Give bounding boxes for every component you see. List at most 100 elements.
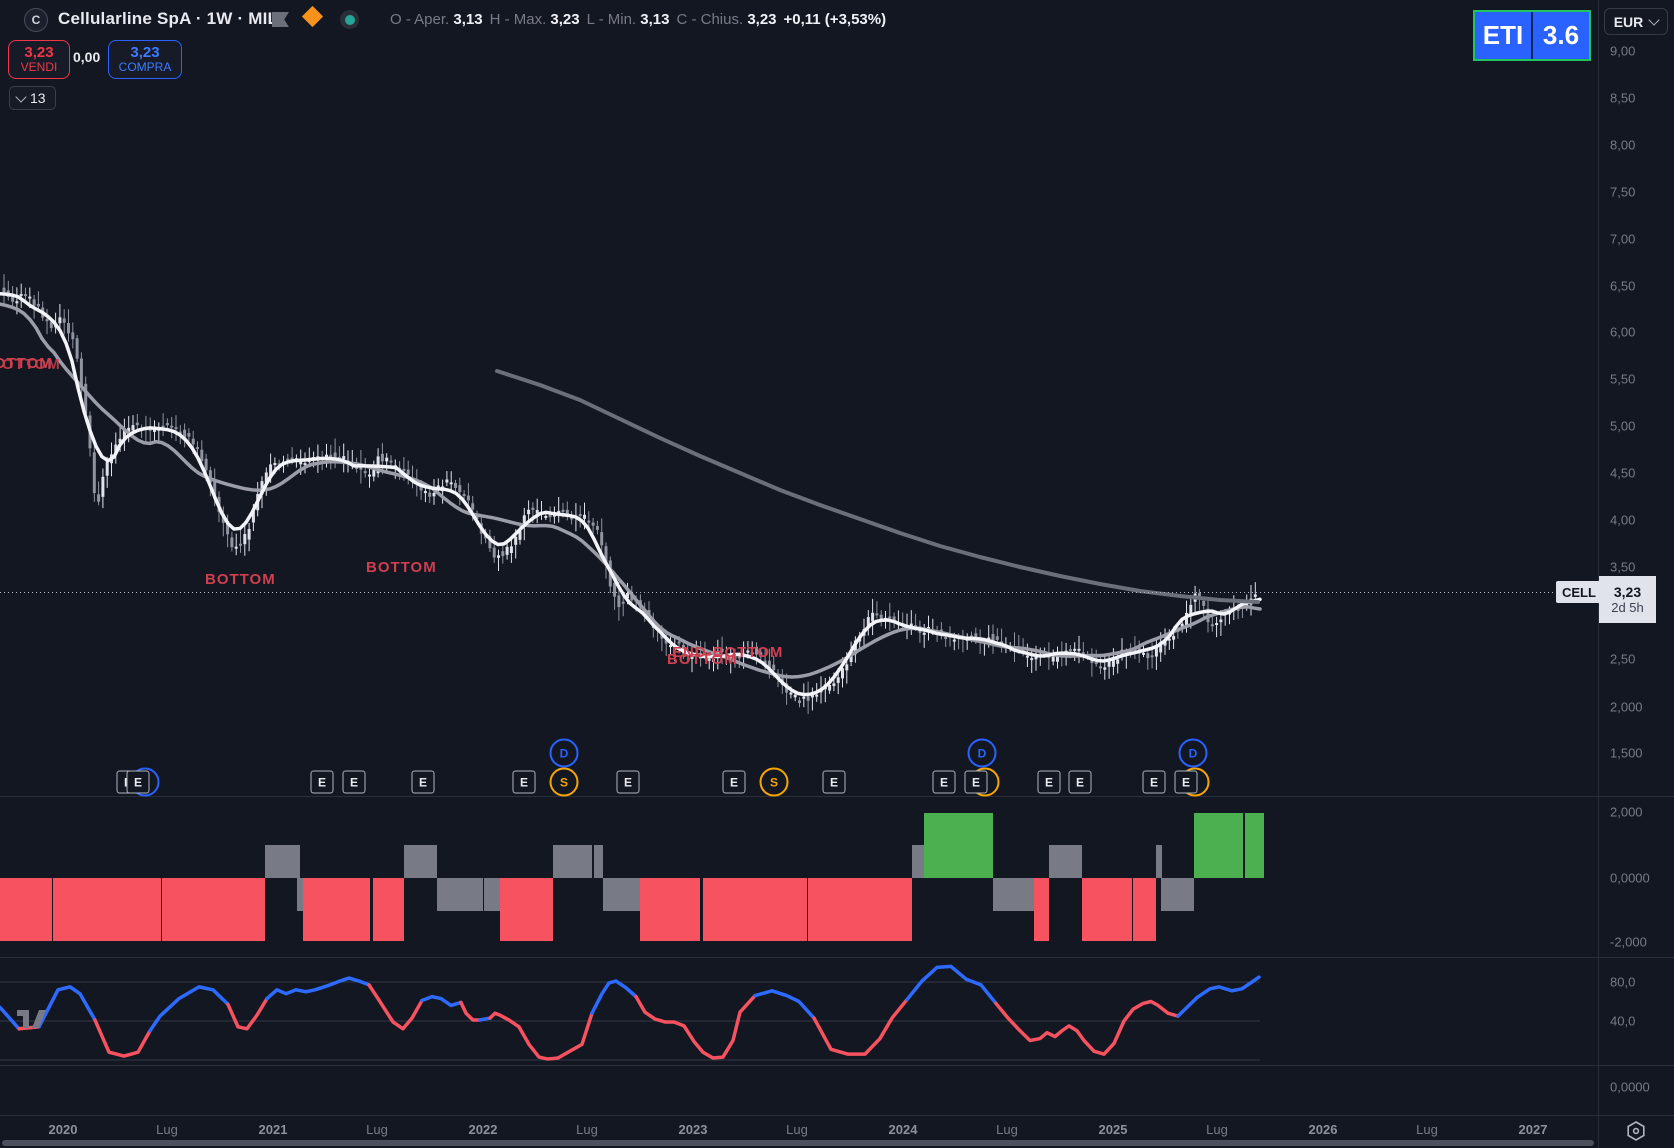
candle-body [746, 650, 750, 653]
time-axis-label[interactable]: 2021 [258, 1122, 288, 1137]
candle-body [595, 526, 599, 530]
candle-body [1000, 641, 1004, 644]
candle-body [385, 457, 389, 462]
candle-body [1202, 600, 1206, 606]
axis-tick-label: 80,0 [1610, 974, 1636, 990]
buy-button[interactable]: 3,23 COMPRA [108, 40, 182, 79]
histogram-bar [1156, 845, 1162, 878]
axis-tick-label: 6,50 [1610, 278, 1636, 294]
stop-marker[interactable]: S [759, 767, 789, 797]
time-axis-label[interactable]: Lug [1206, 1122, 1228, 1137]
ohlc-value: 3,23 [550, 11, 580, 28]
lot-size-selector[interactable]: 13 [9, 86, 56, 110]
entry-marker[interactable]: E [1174, 770, 1198, 794]
candle-body [36, 303, 40, 307]
time-axis-label[interactable]: Lug [156, 1122, 178, 1137]
entry-marker[interactable]: E [964, 770, 988, 794]
time-axis-label[interactable]: Lug [366, 1122, 388, 1137]
sell-button[interactable]: 3,23 VENDI [8, 40, 70, 79]
eti-strategy-badge[interactable]: ETI 3.6 [1473, 10, 1591, 61]
entry-marker[interactable]: E [126, 770, 150, 794]
time-axis-label[interactable]: Lug [576, 1122, 598, 1137]
oscillator-line [0, 1005, 21, 1031]
entry-marker[interactable]: E [512, 770, 536, 794]
deal-marker[interactable]: D [1178, 738, 1208, 768]
entry-marker[interactable]: E [722, 770, 746, 794]
candle-body [690, 655, 694, 659]
candle-body [1103, 667, 1107, 670]
time-axis-label[interactable]: 2024 [888, 1122, 918, 1137]
histogram-bar [162, 878, 265, 941]
candle-body [909, 623, 913, 628]
ohlc-value: 3,13 [640, 11, 670, 28]
candle-body [707, 658, 711, 661]
entry-marker[interactable]: E [1068, 770, 1092, 794]
last-price-label[interactable]: 3,23 2d 5h [1599, 576, 1656, 623]
oscillator-line [459, 1000, 482, 1022]
candle-body [509, 546, 513, 553]
candle-body [832, 683, 836, 687]
candle-body [892, 616, 896, 621]
histogram-bar [553, 845, 592, 878]
price-annotation: BOTTOM [205, 571, 276, 588]
candle-body [1146, 653, 1150, 659]
candle-body [213, 479, 217, 499]
currency-selector[interactable]: EUR [1604, 8, 1668, 35]
entry-marker[interactable]: E [932, 770, 956, 794]
candle-body [1215, 623, 1219, 626]
candle-body [802, 696, 806, 699]
time-axis-label[interactable]: 2023 [678, 1122, 708, 1137]
stop-marker[interactable]: S [549, 767, 579, 797]
time-axis-label[interactable]: 2027 [1518, 1122, 1548, 1137]
settings-icon[interactable] [1622, 1118, 1650, 1144]
price-annotation: BOTTOM [667, 651, 738, 668]
histogram-bar [1194, 813, 1243, 878]
candle-body [277, 463, 281, 466]
axis-tick-label: 2,50 [1610, 651, 1636, 667]
time-axis-label[interactable]: 2020 [48, 1122, 78, 1137]
entry-marker[interactable]: E [822, 770, 846, 794]
entry-marker[interactable]: E [616, 770, 640, 794]
candle-body [750, 652, 754, 655]
entry-marker[interactable]: E [1142, 770, 1166, 794]
last-price-value: 3,23 [1613, 584, 1642, 600]
pane-separator [0, 796, 1674, 797]
candle-body [239, 543, 242, 546]
flag-icon[interactable] [272, 12, 289, 27]
time-axis-label[interactable]: 2025 [1098, 1122, 1128, 1137]
eti-label: ETI [1482, 20, 1524, 50]
entry-marker[interactable]: E [1037, 770, 1061, 794]
axis-tick-label: 3,50 [1610, 559, 1636, 575]
entry-marker[interactable]: E [411, 770, 435, 794]
histogram-bar [1245, 813, 1264, 878]
horizontal-scrollbar[interactable] [2, 1140, 1594, 1146]
time-axis-label[interactable]: Lug [786, 1122, 808, 1137]
oscillator-line [634, 993, 757, 1060]
time-axis-label[interactable]: 2026 [1308, 1122, 1338, 1137]
candle-body [1180, 623, 1184, 628]
deal-marker[interactable]: D [549, 738, 579, 768]
time-axis-label[interactable]: Lug [996, 1122, 1018, 1137]
time-axis-label[interactable]: 2022 [468, 1122, 498, 1137]
entry-marker[interactable]: E [310, 770, 334, 794]
symbol-title[interactable]: Cellularline SpA · 1W · MIL [58, 9, 279, 28]
time-axis-label[interactable]: Lug [1416, 1122, 1438, 1137]
tradingview-logo[interactable] [16, 1006, 48, 1032]
candle-body [131, 425, 135, 431]
deal-marker[interactable]: D [967, 738, 997, 768]
candle-body [165, 423, 169, 426]
orange-diamond-icon [301, 5, 324, 28]
candle-body [763, 660, 767, 666]
candle-body [71, 332, 75, 340]
candle-body [428, 492, 432, 497]
candle-body [621, 601, 625, 604]
histogram-bar [0, 878, 52, 941]
candle-body [1051, 656, 1055, 662]
candle-body [535, 510, 539, 514]
candle-body [402, 468, 406, 471]
axis-tick-label: -2,000 [1610, 934, 1647, 950]
entry-marker[interactable]: E [342, 770, 366, 794]
candle-body [101, 476, 105, 497]
bar-countdown: 2d 5h [1611, 600, 1644, 615]
